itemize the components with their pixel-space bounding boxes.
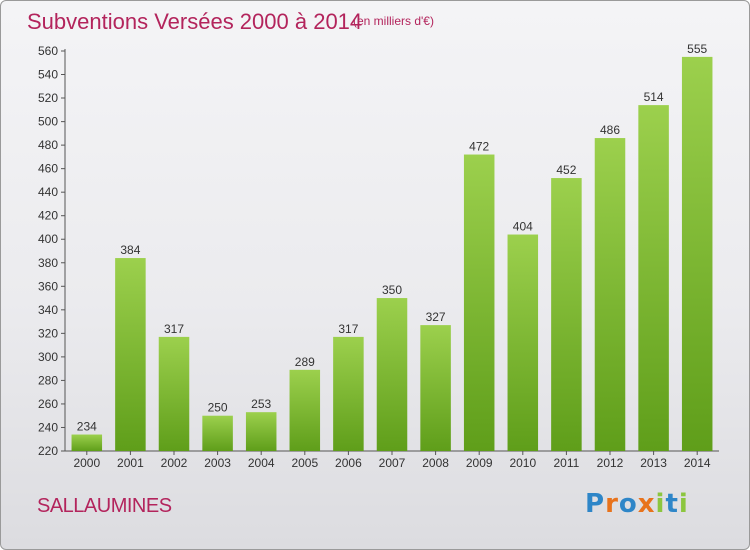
bar	[463, 154, 495, 451]
y-tick-label: 340	[38, 303, 58, 317]
data-label: 317	[338, 322, 358, 336]
x-axis: 2000 2001 2002 2003 2004 2005 2006 2007 2008 2009…	[65, 450, 719, 470]
data-label: 514	[644, 90, 664, 104]
data-label: 452	[556, 163, 576, 177]
x-tick-label: 2009	[466, 456, 493, 470]
bar	[245, 412, 277, 451]
bar	[594, 138, 626, 451]
x-tick-label: 2007	[379, 456, 406, 470]
data-label: 234	[77, 420, 97, 434]
data-label: 555	[687, 42, 707, 56]
y-tick-label: 380	[38, 256, 58, 270]
bar	[289, 369, 321, 451]
y-tick-label: 540	[38, 68, 58, 82]
x-tick-label: 2002	[161, 456, 188, 470]
logo-letter: P	[585, 489, 606, 519]
data-label: 486	[600, 123, 620, 137]
y-tick-label: 560	[38, 44, 58, 58]
x-tick-label: 2001	[117, 456, 144, 470]
bar	[71, 434, 103, 451]
data-labels: 234 384 317 250 253 289 317 350 327 472 404 452 486 5…	[77, 42, 708, 434]
bar	[333, 336, 364, 451]
x-tick-label: 2014	[684, 456, 711, 470]
y-tick-label: 240	[38, 420, 58, 434]
y-tick-label: 300	[38, 350, 58, 364]
x-tick-label: 2006	[335, 456, 362, 470]
data-label: 350	[382, 283, 402, 297]
proxiti-logo[interactable]: Proxiti	[585, 489, 689, 519]
data-label: 327	[426, 310, 446, 324]
x-tick-label: 2003	[204, 456, 231, 470]
logo-letter: i	[678, 489, 689, 519]
logo-letter: i	[655, 489, 666, 519]
bar	[638, 105, 669, 451]
y-tick-label: 400	[38, 232, 58, 246]
commune-name: SALLAUMINES	[37, 495, 172, 517]
data-label: 289	[295, 355, 315, 369]
bar	[551, 178, 582, 451]
x-tick-label: 2008	[422, 456, 449, 470]
y-tick-label: 520	[38, 91, 58, 105]
data-label: 253	[251, 397, 271, 411]
logo-letter: x	[637, 489, 656, 519]
bar	[681, 56, 713, 451]
bar	[507, 234, 539, 451]
data-label: 472	[469, 140, 489, 154]
y-tick-label: 220	[38, 444, 58, 458]
y-tick-label: 500	[38, 115, 58, 129]
x-tick-label: 2010	[509, 456, 536, 470]
logo-letter: r	[605, 489, 619, 519]
x-tick-label: 2012	[597, 456, 624, 470]
y-tick-label: 440	[38, 185, 58, 199]
y-tick-label: 280	[38, 373, 58, 387]
bar	[420, 325, 451, 451]
data-label: 317	[164, 322, 184, 336]
bar	[202, 415, 233, 451]
logo-letter: t	[665, 489, 679, 519]
y-tick-label: 260	[38, 397, 58, 411]
bars	[71, 56, 713, 451]
bar	[115, 258, 146, 451]
x-tick-label: 2000	[73, 456, 100, 470]
x-tick-label: 2005	[291, 456, 318, 470]
data-label: 250	[208, 401, 228, 415]
chart-unit-note: (en milliers d'€)	[353, 14, 434, 28]
logo-letter: o	[618, 489, 638, 519]
y-tick-label: 420	[38, 209, 58, 223]
data-label: 384	[120, 243, 140, 257]
y-tick-label: 360	[38, 279, 58, 293]
y-axis: 220 240 260 280 300 320 340 360 380 400 420 440 460 4…	[38, 44, 66, 458]
y-tick-label: 460	[38, 162, 58, 176]
data-label: 404	[513, 220, 533, 234]
bar	[158, 336, 190, 451]
bar	[376, 298, 408, 451]
y-tick-label: 480	[38, 138, 58, 152]
x-tick-label: 2013	[640, 456, 667, 470]
x-tick-label: 2004	[248, 456, 275, 470]
chart-title: Subventions Versées 2000 à 2014	[27, 9, 363, 34]
y-tick-label: 320	[38, 326, 58, 340]
x-tick-label: 2011	[553, 456, 579, 470]
